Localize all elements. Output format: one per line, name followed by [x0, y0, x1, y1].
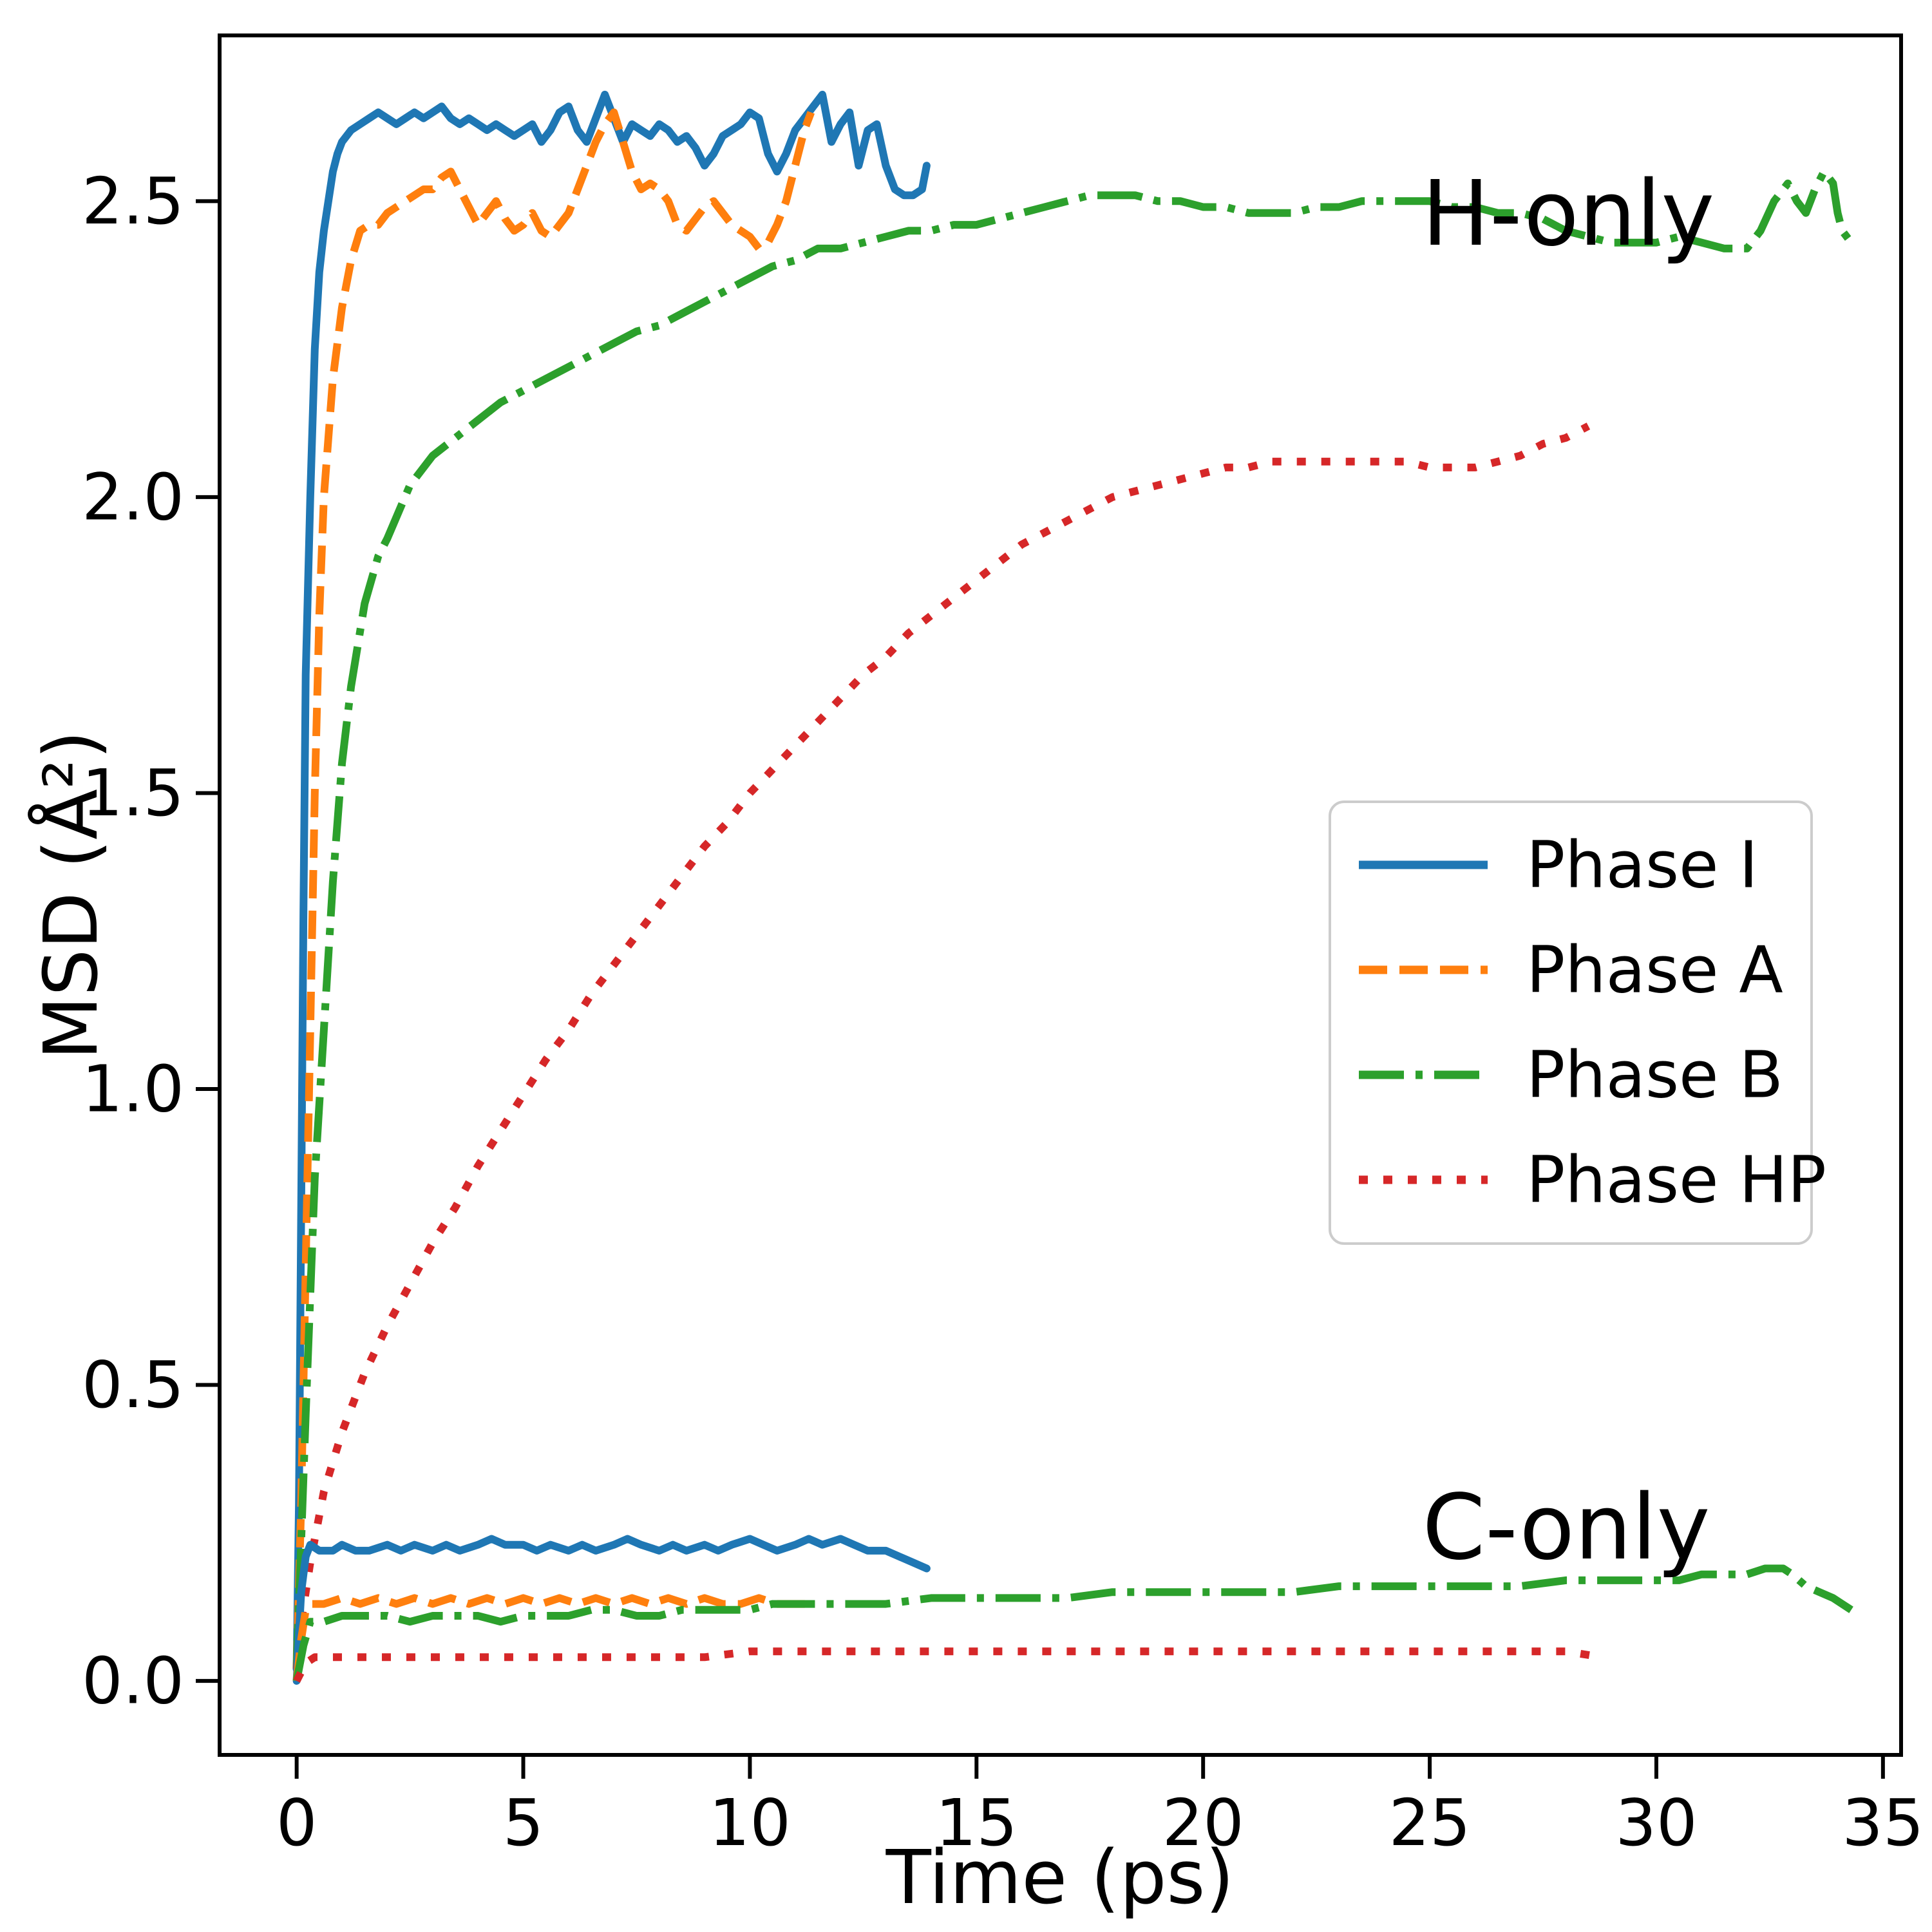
y-tick-label: 1.0 [82, 1052, 184, 1127]
series-lines [292, 90, 1855, 1685]
series-line-phase-a-h-only [292, 108, 815, 1669]
x-tick-label: 25 [1388, 1785, 1470, 1861]
x-tick-label: 20 [1162, 1785, 1244, 1861]
series-line-phase-hp-c-only [293, 1647, 1603, 1683]
x-tick-label: 0 [276, 1785, 317, 1861]
y-tick-label: 2.0 [82, 459, 184, 535]
y-tick-label: 0.5 [82, 1347, 184, 1423]
y-tick-label: 0.0 [82, 1643, 184, 1719]
y-axis-label: MSD (Å²) [27, 730, 115, 1060]
series-line-phase-i-c-only [292, 1535, 931, 1685]
x-tick-label: 35 [1842, 1785, 1924, 1861]
legend-label-phase-b: Phase B [1526, 1037, 1783, 1113]
legend: Phase I Phase A Phase B Phase HP [1329, 800, 1826, 1245]
legend-frame [1329, 800, 1813, 1245]
x-tick-label: 30 [1615, 1785, 1697, 1861]
legend-label-phase-a: Phase A [1526, 933, 1783, 1008]
legend-label-phase-hp: Phase HP [1526, 1142, 1826, 1218]
series-line-phase-b-c-only [292, 1564, 1853, 1682]
y-axis-ticks: 0.0 0.5 1.0 1.5 2.0 2.5 [82, 164, 220, 1719]
x-axis-label: Time (ps) [886, 1835, 1235, 1921]
x-tick-label: 5 [503, 1785, 544, 1861]
series-line-phase-i-h-only [292, 90, 931, 1673]
x-tick-label: 15 [936, 1785, 1018, 1861]
legend-label-phase-i: Phase I [1526, 828, 1758, 903]
y-tick-label: 1.5 [82, 755, 184, 831]
x-axis-ticks: 0 5 10 15 20 25 30 35 [276, 1755, 1924, 1861]
y-tick-label: 2.5 [82, 164, 184, 239]
annotation-c-only: C-only [1422, 1475, 1710, 1580]
x-tick-label: 10 [709, 1785, 791, 1861]
annotation-h-only: H-only [1422, 162, 1715, 267]
series-line-phase-a-c-only [292, 1594, 811, 1681]
series-line-phase-b-h-only [292, 167, 1855, 1669]
plot-border [218, 33, 1903, 1757]
